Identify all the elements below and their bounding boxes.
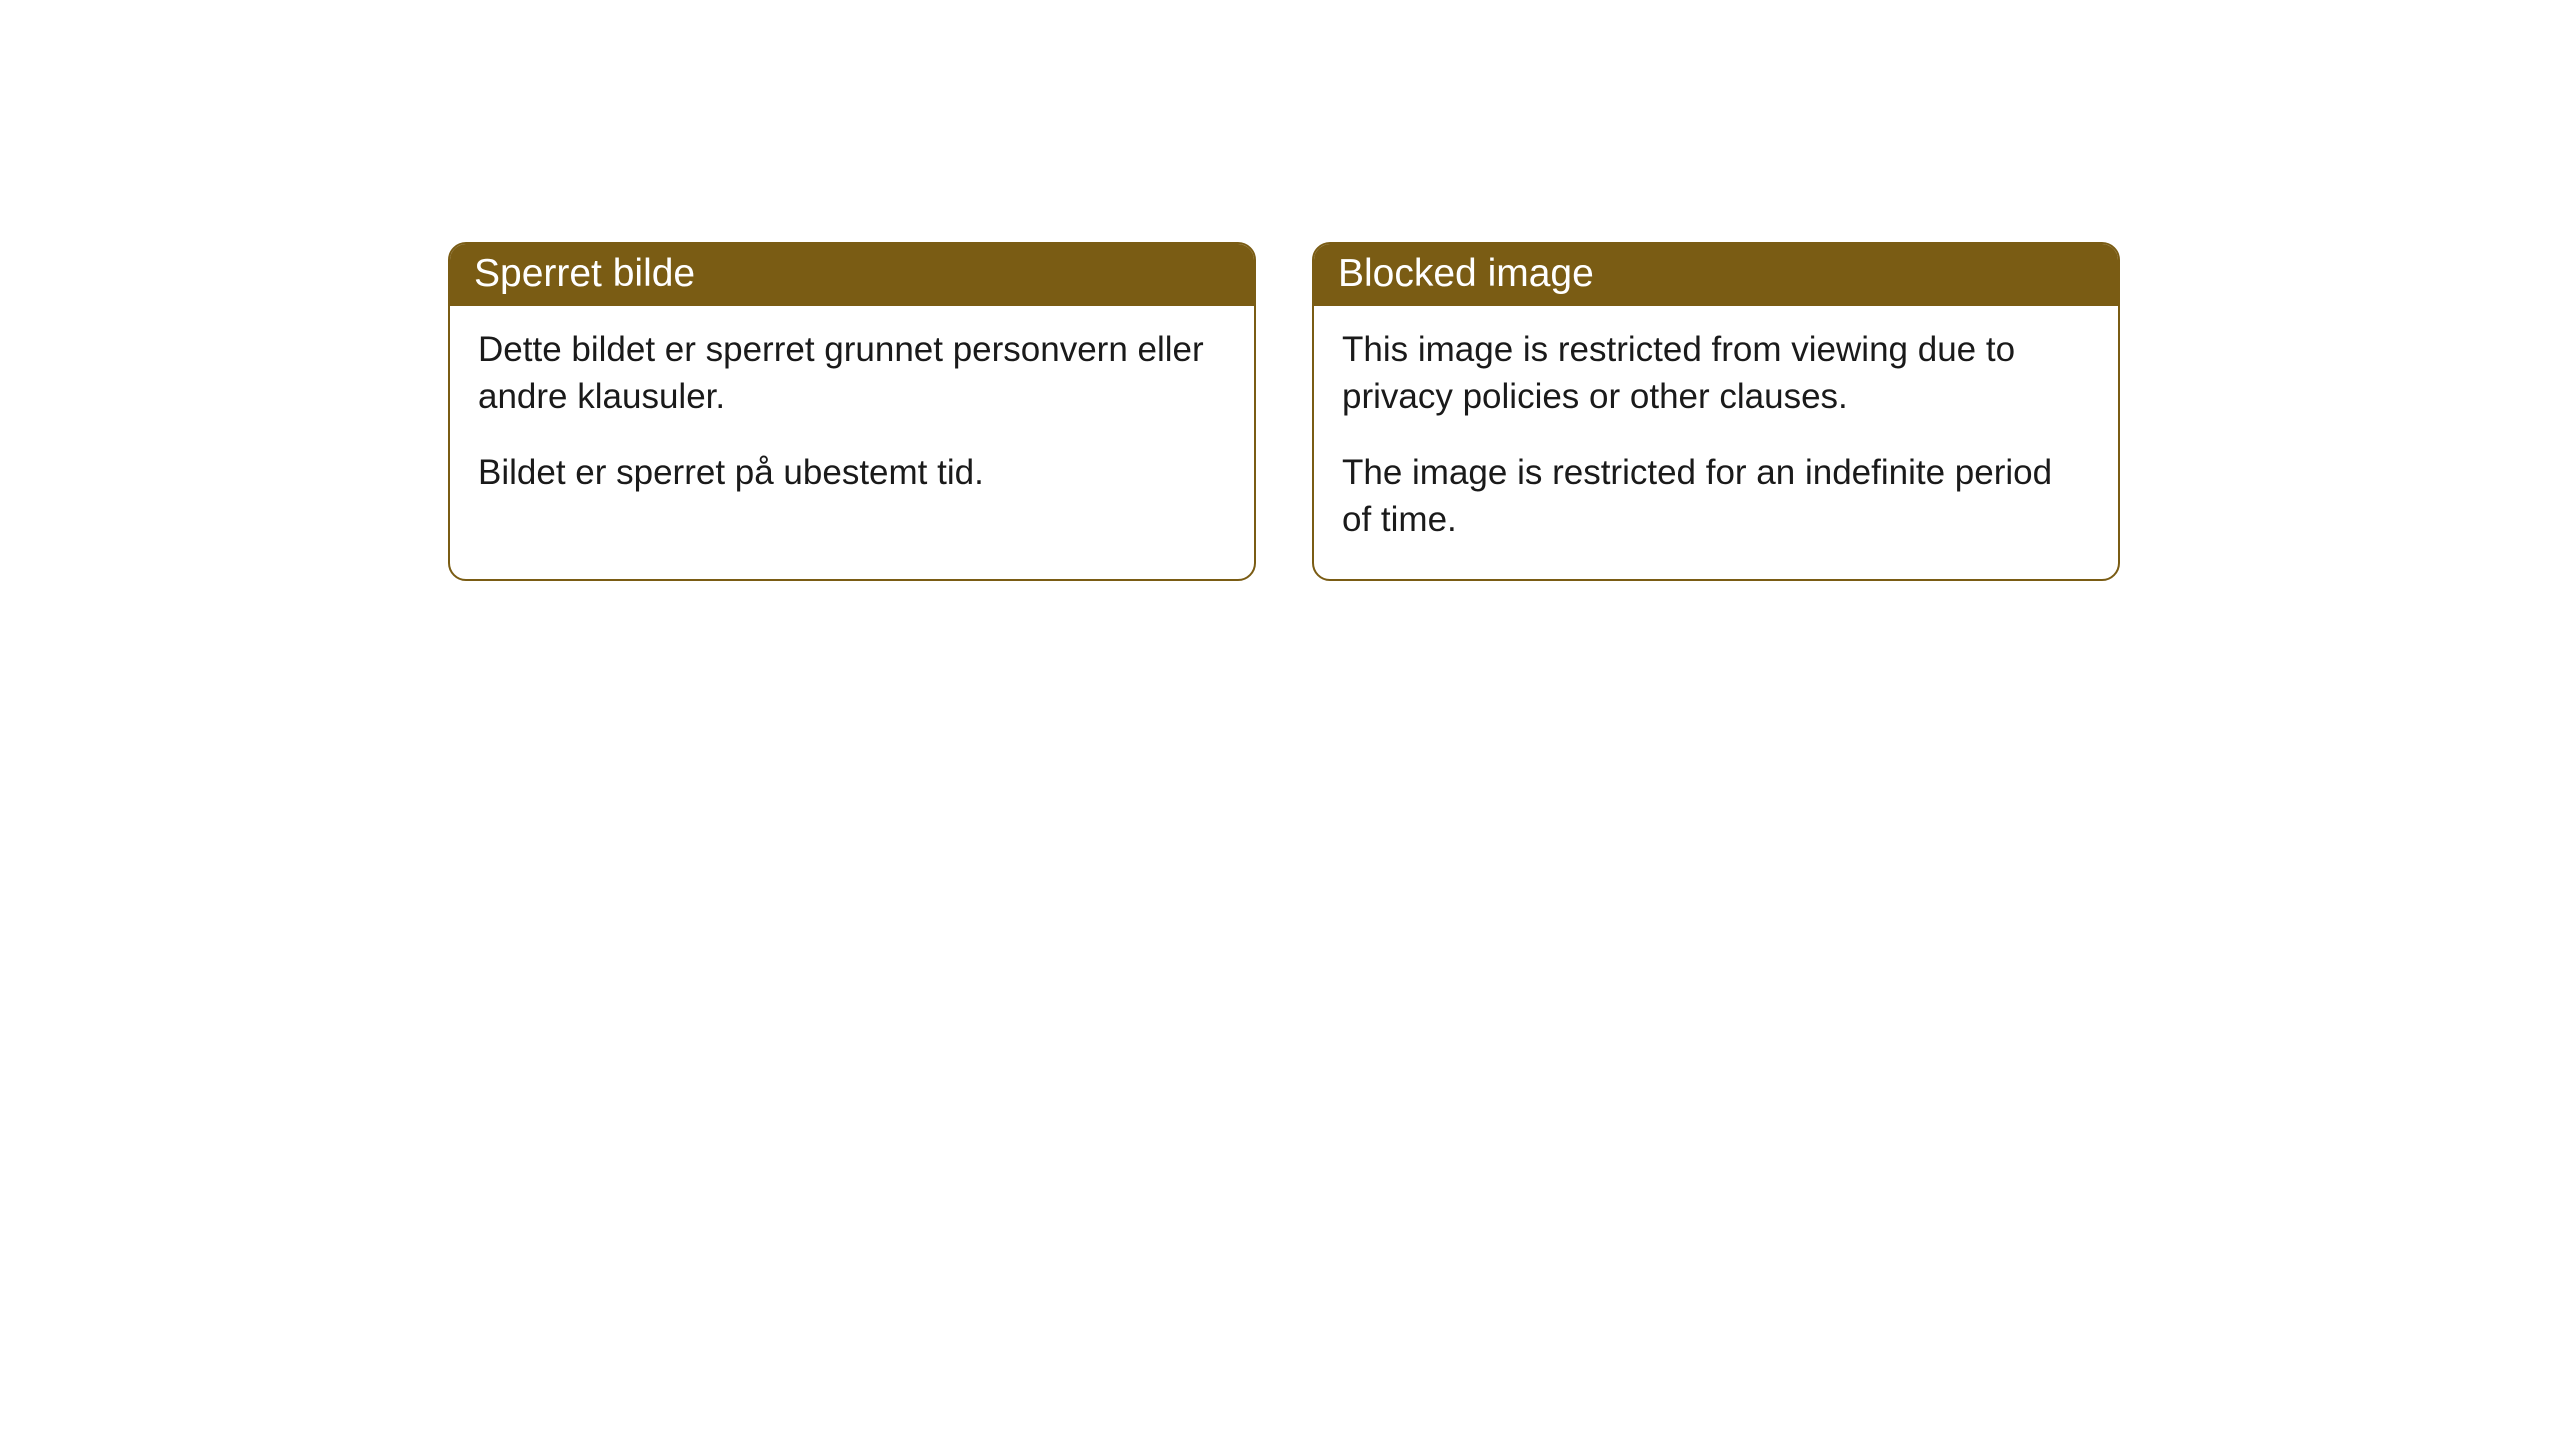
notice-card-title: Sperret bilde bbox=[450, 244, 1254, 306]
notice-text-line-2: Bildet er sperret på ubestemt tid. bbox=[478, 449, 1226, 496]
notice-card-body: This image is restricted from viewing du… bbox=[1314, 306, 2118, 579]
notice-text-line-2: The image is restricted for an indefinit… bbox=[1342, 449, 2090, 544]
notice-card-english: Blocked image This image is restricted f… bbox=[1312, 242, 2120, 581]
notice-card-norwegian: Sperret bilde Dette bildet er sperret gr… bbox=[448, 242, 1256, 581]
notice-card-body: Dette bildet er sperret grunnet personve… bbox=[450, 306, 1254, 532]
notice-card-title: Blocked image bbox=[1314, 244, 2118, 306]
notice-text-line-1: This image is restricted from viewing du… bbox=[1342, 326, 2090, 421]
notice-text-line-1: Dette bildet er sperret grunnet personve… bbox=[478, 326, 1226, 421]
notice-cards-container: Sperret bilde Dette bildet er sperret gr… bbox=[448, 242, 2120, 581]
